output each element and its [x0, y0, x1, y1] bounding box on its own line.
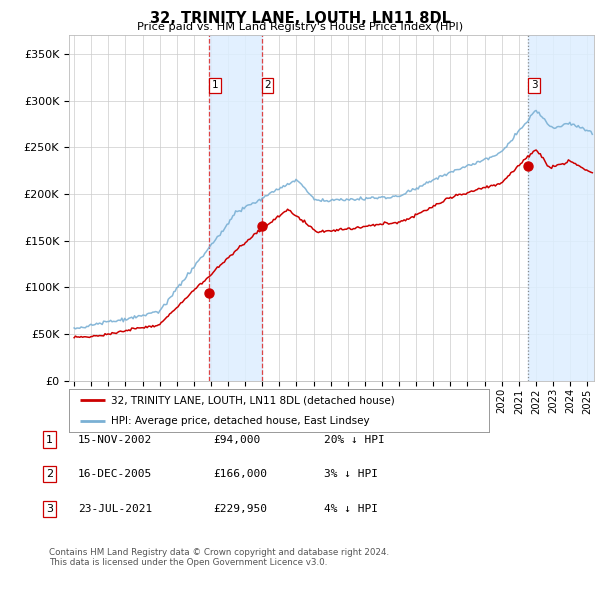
- Text: 32, TRINITY LANE, LOUTH, LN11 8DL (detached house): 32, TRINITY LANE, LOUTH, LN11 8DL (detac…: [111, 395, 395, 405]
- Text: 3: 3: [46, 504, 53, 514]
- Text: 2: 2: [46, 470, 53, 479]
- Text: £229,950: £229,950: [213, 504, 267, 514]
- Text: 16-DEC-2005: 16-DEC-2005: [78, 470, 152, 479]
- Text: 23-JUL-2021: 23-JUL-2021: [78, 504, 152, 514]
- Text: 15-NOV-2002: 15-NOV-2002: [78, 435, 152, 444]
- Text: 3: 3: [531, 80, 538, 90]
- Text: £166,000: £166,000: [213, 470, 267, 479]
- Text: 2: 2: [264, 80, 271, 90]
- Text: 1: 1: [46, 435, 53, 444]
- Bar: [209, 35, 262, 381]
- Text: HPI: Average price, detached house, East Lindsey: HPI: Average price, detached house, East…: [111, 416, 370, 426]
- Text: 32, TRINITY LANE, LOUTH, LN11 8DL: 32, TRINITY LANE, LOUTH, LN11 8DL: [149, 11, 451, 25]
- Text: £94,000: £94,000: [213, 435, 260, 444]
- Bar: [528, 35, 594, 381]
- Text: 4% ↓ HPI: 4% ↓ HPI: [324, 504, 378, 514]
- Text: Contains HM Land Registry data © Crown copyright and database right 2024.
This d: Contains HM Land Registry data © Crown c…: [49, 548, 389, 567]
- Text: 3% ↓ HPI: 3% ↓ HPI: [324, 470, 378, 479]
- Text: 20% ↓ HPI: 20% ↓ HPI: [324, 435, 385, 444]
- Text: Price paid vs. HM Land Registry's House Price Index (HPI): Price paid vs. HM Land Registry's House …: [137, 22, 463, 32]
- Text: 1: 1: [211, 80, 218, 90]
